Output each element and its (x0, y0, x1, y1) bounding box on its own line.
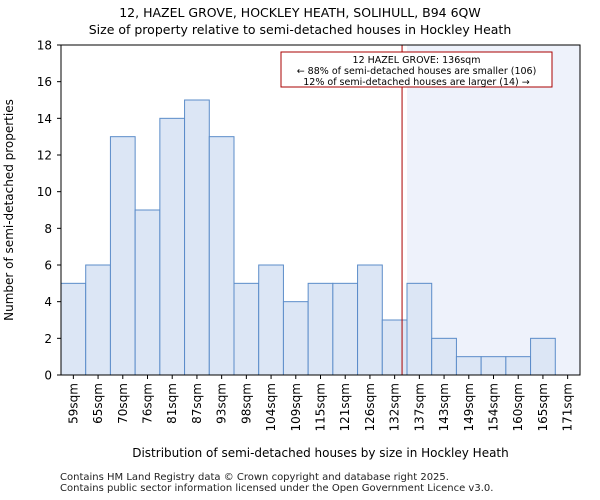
bar-76sqm (134, 209, 161, 376)
attribution-footer: Contains HM Land Registry data © Crown c… (60, 472, 493, 494)
attribution-line-1: Contains HM Land Registry data © Crown c… (60, 472, 449, 483)
bar-132sqm (381, 319, 408, 376)
x-tick-label-126sqm: 126sqm (363, 383, 377, 431)
x-tick-label-137sqm: 137sqm (412, 383, 426, 431)
x-tick-label-104sqm: 104sqm (264, 383, 278, 431)
x-tick-label-65sqm: 65sqm (91, 383, 105, 424)
attribution-line-2: Contains public sector information licen… (60, 483, 494, 494)
larger-houses-region (407, 45, 580, 375)
bar-115sqm (307, 282, 334, 376)
bar-81sqm (159, 117, 186, 376)
bar-137sqm (406, 282, 433, 376)
bar-98sqm (233, 282, 260, 376)
bar-126sqm (357, 264, 383, 376)
bar-149sqm (455, 356, 482, 376)
x-tick-label-76sqm: 76sqm (141, 383, 155, 424)
y-tick-label-4: 4 (44, 295, 52, 309)
x-tick-label-154sqm: 154sqm (487, 383, 501, 431)
bar-65sqm (85, 264, 111, 376)
x-tick-label-149sqm: 149sqm (462, 383, 476, 431)
x-tick-label-165sqm: 165sqm (536, 383, 550, 431)
bar-104sqm (258, 264, 284, 376)
y-tick-label-8: 8 (44, 222, 52, 236)
x-tick-label-143sqm: 143sqm (437, 383, 451, 431)
x-tick-label-93sqm: 93sqm (215, 383, 229, 424)
y-tick-label-12: 12 (37, 149, 52, 163)
bar-143sqm (431, 337, 457, 376)
x-axis-label: Distribution of semi-detached houses by … (132, 446, 509, 460)
x-tick-label-87sqm: 87sqm (190, 383, 204, 424)
bar-93sqm (208, 136, 235, 376)
x-tick-label-98sqm: 98sqm (239, 383, 253, 424)
axes-group: 0 2 4 6 8 10 12 14 16 18 59sqm 65sqm 70sqm 76sqm 81sqm… (37, 39, 581, 431)
bars-group (60, 99, 556, 376)
x-tick-label-70sqm: 70sqm (116, 383, 130, 424)
x-tick-label-109sqm: 109sqm (289, 383, 303, 431)
y-tick-label-6: 6 (44, 259, 52, 273)
x-tick-label-132sqm: 132sqm (388, 383, 402, 431)
x-tick-label-121sqm: 121sqm (338, 383, 352, 431)
chart-title: 12, HAZEL GROVE, HOCKLEY HEATH, SOLIHULL… (119, 5, 481, 20)
chart-subtitle: Size of property relative to semi-detach… (88, 22, 512, 37)
bar-165sqm (530, 337, 556, 376)
y-tick-label-16: 16 (37, 75, 52, 89)
x-tick-label-115sqm: 115sqm (314, 383, 328, 431)
x-tick-label-160sqm: 160sqm (511, 383, 525, 431)
annotation-line-2: ← 88% of semi-detached houses are smalle… (297, 66, 537, 77)
bar-87sqm (184, 99, 210, 376)
bar-154sqm (480, 356, 507, 376)
annotation: 12 HAZEL GROVE: 136sqm ← 88% of semi-det… (280, 51, 553, 88)
bar-59sqm (60, 282, 87, 376)
y-tick-label-14: 14 (37, 112, 52, 126)
annotation-line-3: 12% of semi-detached houses are larger (… (303, 77, 530, 88)
y-tick-label-10: 10 (37, 185, 52, 199)
annotation-box (280, 51, 553, 88)
y-axis-label: Number of semi-detached properties (2, 99, 16, 321)
bar-70sqm (109, 136, 136, 376)
x-tick-label-171sqm: 171sqm (561, 383, 575, 431)
annotation-line-1: 12 HAZEL GROVE: 136sqm (353, 55, 481, 66)
x-tick-label-81sqm: 81sqm (165, 383, 179, 424)
y-tick-label-0: 0 (44, 369, 52, 383)
bar-109sqm (282, 301, 309, 376)
bar-121sqm (332, 282, 359, 376)
y-tick-label-2: 2 (44, 332, 52, 346)
x-tick-label-59sqm: 59sqm (66, 383, 80, 424)
bar-160sqm (505, 356, 532, 376)
y-tick-label-18: 18 (37, 39, 52, 53)
